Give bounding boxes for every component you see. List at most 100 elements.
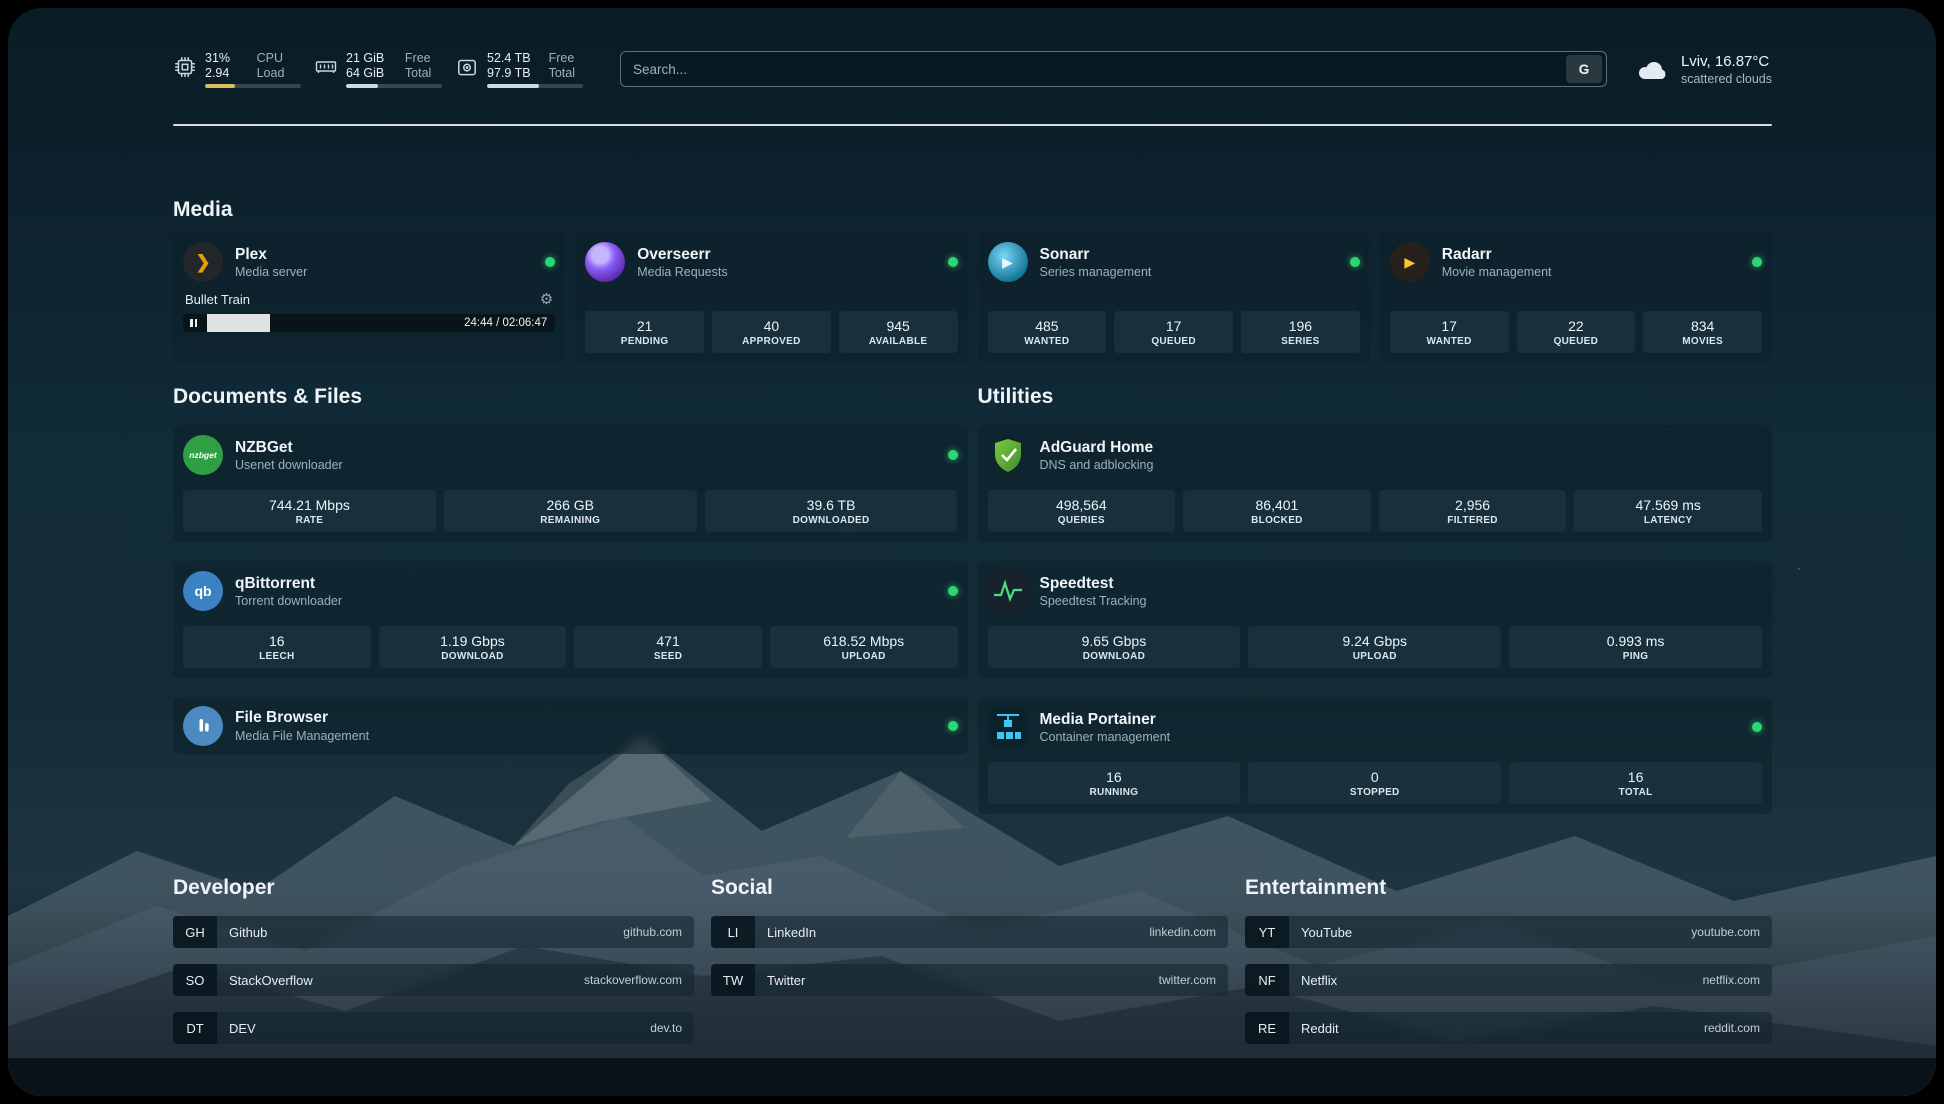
status-dot-online — [947, 257, 958, 267]
stat-queued: 17 QUEUED — [1114, 311, 1233, 353]
stat-seed: 471 SEED — [574, 626, 762, 668]
stat-stopped: 0 STOPPED — [1248, 762, 1502, 804]
pause-icon[interactable] — [190, 319, 197, 327]
stat-rate: 744.21 Mbps RATE — [183, 490, 436, 532]
service-card-radarr[interactable]: ▶ Radarr Movie management 17 WANTED 22 QUE… — [1379, 232, 1772, 363]
bookmark-linkedin[interactable]: LI LinkedIn linkedin.com — [711, 916, 1229, 948]
status-dot-online — [545, 257, 556, 267]
bookmarks-title-social: Social — [711, 876, 773, 899]
service-name: Speedtest — [1039, 574, 1114, 592]
service-desc: Usenet downloader — [235, 458, 343, 473]
cpu-label: CPU — [256, 50, 284, 65]
service-card-qbittorrent[interactable]: qb qBittorrent Torrent downloader 16 LEEC… — [173, 561, 968, 678]
service-card-adguard[interactable]: AdGuard Home DNS and adblocking 498,564 Q… — [977, 425, 1772, 542]
bookmark-abbr: NF — [1245, 964, 1290, 996]
disk-icon — [455, 55, 479, 79]
search-provider-button[interactable]: G — [1565, 55, 1602, 83]
service-name: NZBGet — [235, 438, 293, 456]
memory-progress-bar — [346, 83, 442, 88]
overseerr-icon — [585, 242, 626, 282]
search-input[interactable] — [633, 61, 1566, 77]
bookmark-reddit[interactable]: RE Reddit reddit.com — [1245, 1012, 1772, 1044]
weather-widget[interactable]: Lviv, 16.87°C scattered clouds — [1635, 53, 1772, 86]
bookmark-youtube[interactable]: YT YouTube youtube.com — [1245, 916, 1772, 948]
memory-icon — [314, 55, 338, 79]
stat-upload: 9.24 Gbps UPLOAD — [1248, 626, 1502, 668]
sonarr-icon: ▶ — [987, 242, 1028, 282]
disk-total-label: Total — [548, 65, 575, 80]
bookmark-url: linkedin.com — [1149, 925, 1217, 939]
radarr-icon: ▶ — [1389, 242, 1430, 282]
adguard-icon — [988, 435, 1028, 475]
service-card-plex[interactable]: ❯ Plex Media server Bullet Train ⚙ 24:44… — [173, 232, 566, 363]
service-desc: Media File Management — [235, 728, 370, 743]
stat-download: 9.65 Gbps DOWNLOAD — [987, 626, 1241, 668]
stat-running: 16 RUNNING — [987, 762, 1241, 804]
stat-pending: 21 PENDING — [585, 311, 704, 353]
service-desc: Movie management — [1441, 265, 1552, 280]
top-bar: 31% CPU 2.94 Load 21 GiB Free 64 — [173, 46, 1772, 92]
bookmark-name: Netflix — [1301, 972, 1338, 988]
service-card-filebrowser[interactable]: File Browser Media File Management — [173, 697, 968, 754]
service-card-overseerr[interactable]: Overseerr Media Requests 21 PENDING 40 APP… — [575, 232, 968, 363]
bookmark-name: YouTube — [1301, 924, 1353, 940]
speedtest-icon — [987, 571, 1028, 611]
service-card-nzbget[interactable]: nzbget NZBGet Usenet downloader 744.21 M… — [173, 425, 968, 542]
service-name: Plex — [235, 245, 267, 263]
cpu-monitor: 31% CPU 2.94 Load — [173, 51, 301, 88]
disk-free: 52.4 TB — [487, 50, 531, 65]
service-name: qBittorrent — [235, 574, 316, 592]
bookmark-github[interactable]: GH Github github.com — [173, 916, 694, 948]
playback-progress-bar[interactable]: 24:44 / 02:06:47 — [183, 314, 556, 332]
status-dot-online — [1752, 257, 1762, 267]
playback-time: 24:44 / 02:06:47 — [464, 316, 548, 329]
stat-leech: 16 LEECH — [183, 626, 371, 668]
bookmark-abbr: YT — [1245, 916, 1290, 948]
service-name: File Browser — [235, 709, 329, 727]
bookmark-url: reddit.com — [1703, 1021, 1760, 1035]
service-card-portainer[interactable]: Media Portainer Container management 16 R… — [977, 697, 1772, 814]
bookmark-twitter[interactable]: TW Twitter twitter.com — [711, 964, 1229, 996]
status-dot-online — [947, 586, 958, 596]
bookmark-name: DEV — [229, 1020, 256, 1036]
bookmark-dev[interactable]: DT DEV dev.to — [173, 1012, 694, 1044]
bookmark-abbr: SO — [173, 964, 217, 996]
stat-download: 1.19 Gbps DOWNLOAD — [378, 626, 567, 668]
service-desc: Speedtest Tracking — [1039, 594, 1147, 609]
stat-queued: 22 QUEUED — [1516, 311, 1636, 353]
memory-total: 64 GiB — [346, 65, 385, 80]
stat-ping: 0.993 ms PING — [1509, 626, 1762, 668]
weather-condition: scattered clouds — [1680, 71, 1772, 86]
service-name: Radarr — [1441, 245, 1492, 263]
section-title-media: Media — [173, 198, 233, 221]
memory-total-label: Total — [404, 65, 432, 80]
cpu-progress-bar — [205, 83, 301, 88]
service-card-sonarr[interactable]: ▶ Sonarr Series management 485 WANTED 17 Q… — [977, 232, 1370, 363]
now-playing-title: Bullet Train — [185, 292, 251, 307]
bookmark-name: Github — [229, 924, 268, 940]
bookmark-name: LinkedIn — [767, 924, 817, 940]
gear-icon[interactable]: ⚙ — [539, 291, 554, 308]
service-desc: DNS and adblocking — [1039, 458, 1154, 473]
qbittorrent-icon: qb — [183, 571, 223, 611]
service-name: AdGuard Home — [1039, 438, 1154, 456]
stat-total: 16 TOTAL — [1509, 762, 1762, 804]
bookmark-netflix[interactable]: NF Netflix netflix.com — [1245, 964, 1772, 996]
status-dot-online — [1349, 257, 1360, 267]
service-name: Sonarr — [1039, 245, 1090, 263]
bookmark-abbr: TW — [711, 964, 755, 996]
memory-monitor: 21 GiB Free 64 GiB Total — [314, 51, 442, 88]
service-name: Media Portainer — [1039, 710, 1156, 728]
bookmark-url: dev.to — [650, 1021, 682, 1035]
weather-location: Lviv, 16.87°C — [1680, 52, 1770, 70]
plex-icon: ❯ — [183, 242, 223, 282]
stat-available: 945 AVAILABLE — [838, 311, 958, 353]
bookmarks-column-social: Social LI LinkedIn linkedin.com TW Twitt… — [711, 876, 1229, 1060]
bookmarks-column-entertainment: Entertainment YT YouTube youtube.com NF … — [1245, 876, 1772, 1060]
service-card-speedtest[interactable]: Speedtest Speedtest Tracking 9.65 Gbps DO… — [977, 561, 1772, 678]
cpu-load-label: Load — [256, 65, 285, 80]
bookmark-stackoverflow[interactable]: SO StackOverflow stackoverflow.com — [173, 964, 694, 996]
filebrowser-icon — [183, 705, 223, 746]
stat-downloaded: 39.6 TB DOWNLOADED — [704, 490, 958, 532]
dashboard-window: 31% CPU 2.94 Load 21 GiB Free 64 — [8, 8, 1936, 1096]
